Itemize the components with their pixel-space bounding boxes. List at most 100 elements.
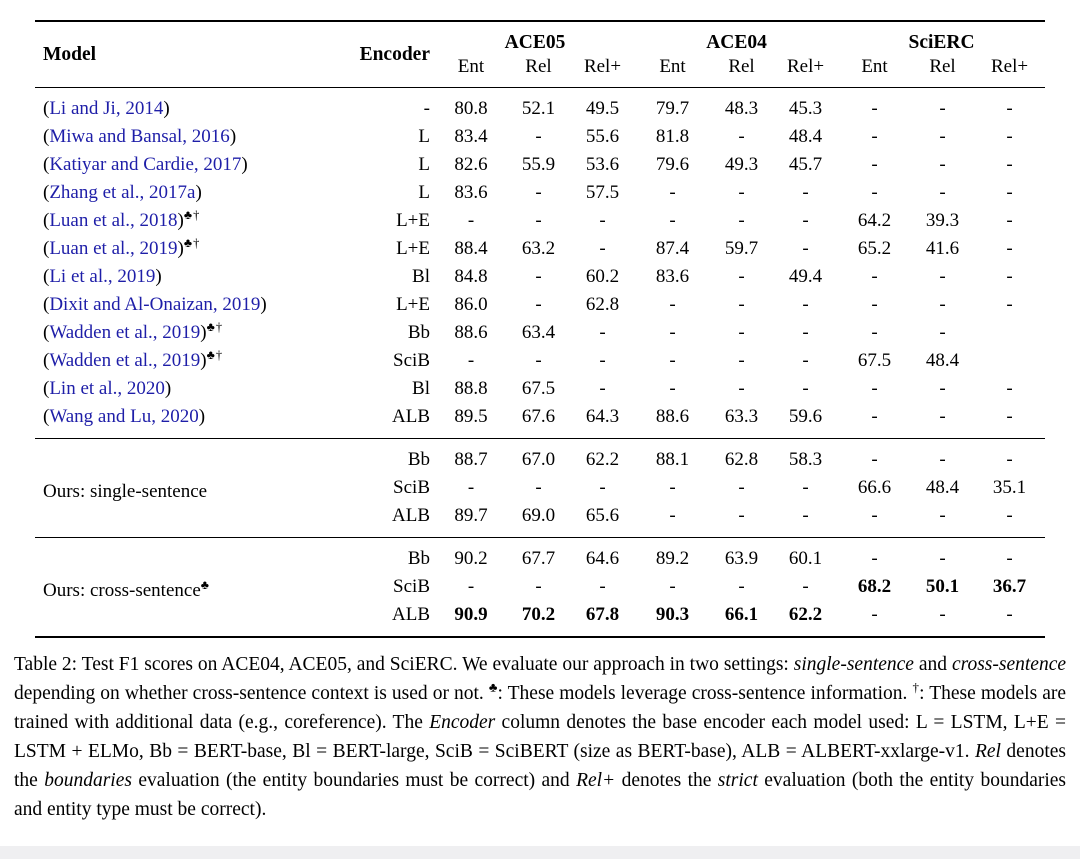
score-cell: - (535, 210, 542, 231)
score-cell: - (939, 505, 946, 526)
table-row: (Wadden et al., 2019)♣† SciB - - - - - - 67.5 48.… (35, 347, 1045, 375)
score-cell: - (738, 210, 745, 231)
score-cell: 48.3 (724, 98, 759, 119)
score-cell: - (738, 182, 745, 203)
citation-link[interactable]: Wadden et al., 2019 (49, 322, 201, 343)
score-cell: 68.2 (857, 576, 892, 597)
score-cell: - (738, 378, 745, 399)
caption-text: column denotes the base encoder each mod… (14, 712, 1066, 762)
score-cell: - (599, 322, 606, 343)
score-cell: - (1006, 548, 1013, 569)
score-cell: 39.3 (925, 210, 960, 231)
encoder-cell: L (418, 126, 430, 147)
caption-symbol: † (912, 679, 920, 695)
score-cell: - (939, 322, 946, 343)
citation-link[interactable]: Katiyar and Cardie, 2017 (49, 154, 242, 175)
table-row: (Lin et al., 2020) Bl 88.8 67.5 - - - - - - - (35, 375, 1045, 403)
score-cell: - (802, 238, 809, 259)
citation-link[interactable]: Li et al., 2019 (49, 266, 156, 287)
score-cell: 55.9 (521, 154, 556, 175)
model-cell: (Luan et al., 2019)♣† (43, 236, 201, 259)
score-cell: 67.0 (521, 449, 556, 470)
score-cell: 62.8 (724, 449, 759, 470)
citation-link[interactable]: Miwa and Bansal, 2016 (49, 126, 230, 147)
score-cell: 59.6 (788, 406, 823, 427)
score-cell: - (802, 322, 809, 343)
score-cell: 67.5 (521, 378, 556, 399)
caption-text: Table 2: Test F1 scores on ACE04, ACE05,… (14, 654, 794, 675)
score-cell: 83.4 (454, 126, 488, 147)
score-cell: - (599, 350, 606, 371)
score-cell: - (669, 505, 676, 526)
score-cell: - (738, 266, 745, 287)
score-cell: - (939, 98, 946, 119)
caption-text: : These models are trained with addition… (14, 683, 1067, 733)
score-cell: - (939, 182, 946, 203)
col-header-ace05-rel: Rel (525, 56, 552, 77)
score-cell: - (738, 126, 745, 147)
score-cell: 79.6 (655, 154, 690, 175)
table-row: (Luan et al., 2019)♣† L+E 88.4 63.2 - 87.4 59.… (35, 235, 1045, 263)
score-cell: 49.3 (724, 154, 759, 175)
model-cell: (Wadden et al., 2019)♣† (43, 348, 224, 371)
score-cell: - (871, 449, 878, 470)
model-cell: (Zhang et al., 2017a) (43, 182, 202, 203)
score-cell (974, 319, 1045, 347)
score-cell: 45.3 (788, 98, 823, 119)
score-cell: - (939, 406, 946, 427)
encoder-cell: SciB (393, 477, 430, 498)
caption-text: evaluation (both the entity boundaries a… (14, 770, 1067, 820)
score-cell: 48.4 (788, 126, 823, 147)
score-cell: 60.1 (788, 548, 823, 569)
score-cell (974, 347, 1045, 375)
citation-link[interactable]: Luan et al., 2019 (49, 238, 178, 259)
encoder-cell: Bb (407, 322, 430, 343)
score-cell: 53.6 (585, 154, 620, 175)
score-cell: - (599, 477, 606, 498)
citation-link[interactable]: Li and Ji, 2014 (49, 98, 164, 119)
score-cell: - (669, 576, 676, 597)
score-cell: 49.4 (788, 266, 823, 287)
score-cell: - (1006, 154, 1013, 175)
citation-link[interactable]: Lin et al., 2020 (49, 378, 165, 399)
table-section-2: Ours: cross-sentence♣ Bb 90.2 67.7 64.6 89.2 6… (35, 538, 1045, 638)
score-cell: - (802, 576, 809, 597)
ours-label-cell: Ours: cross-sentence♣ (35, 538, 337, 638)
score-cell: 83.6 (655, 266, 690, 287)
score-cell: - (871, 182, 878, 203)
table-row: Ours: cross-sentence♣ Bb 90.2 67.7 64.6 89.2 6… (35, 538, 1045, 601)
score-cell: 63.3 (724, 406, 759, 427)
score-cell: 59.7 (724, 238, 759, 259)
score-cell: - (871, 505, 878, 526)
score-cell: - (1006, 182, 1013, 203)
col-group-scierc: SciERC (908, 32, 975, 53)
score-cell: - (871, 154, 878, 175)
encoder-cell: Bb (407, 548, 430, 569)
encoder-cell: L (418, 154, 430, 175)
score-cell: 89.2 (655, 548, 690, 569)
citation-link[interactable]: Dixit and Al-Onaizan, 2019 (49, 294, 261, 315)
results-table: Model Encoder ACE05 ACE04 SciERC Ent Rel Rel+ En… (35, 20, 1046, 638)
score-cell: 64.6 (585, 548, 620, 569)
citation-link[interactable]: Wadden et al., 2019 (49, 350, 201, 371)
table-row: Ours: single-sentence Bb 88.7 67.0 62.2 88.1 6… (35, 439, 1045, 502)
score-cell: - (939, 378, 946, 399)
caption-italic: single-sentence (793, 654, 914, 675)
score-cell: 64.2 (857, 210, 892, 231)
table-row: (Wadden et al., 2019)♣† Bb 88.6 63.4 - - - - - - (35, 319, 1045, 347)
score-cell: 67.5 (857, 350, 892, 371)
citation-link[interactable]: Luan et al., 2018 (49, 210, 178, 231)
score-cell: - (738, 294, 745, 315)
caption-text: depending on whether cross-sentence cont… (14, 683, 489, 704)
score-cell: - (802, 378, 809, 399)
score-cell: - (1006, 210, 1013, 231)
score-cell: - (535, 266, 542, 287)
citation-link[interactable]: Zhang et al., 2017a (49, 182, 196, 203)
score-cell: - (871, 322, 878, 343)
caption-text: and (913, 654, 952, 675)
score-cell: - (467, 210, 475, 231)
score-cell: - (669, 322, 676, 343)
citation-link[interactable]: Wang and Lu, 2020 (49, 406, 199, 427)
score-cell: 60.2 (585, 266, 620, 287)
club-dagger-marks: ♣† (183, 236, 201, 250)
